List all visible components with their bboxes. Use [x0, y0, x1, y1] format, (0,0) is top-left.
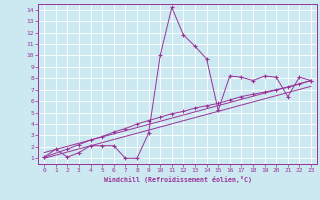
X-axis label: Windchill (Refroidissement éolien,°C): Windchill (Refroidissement éolien,°C) — [104, 176, 252, 183]
